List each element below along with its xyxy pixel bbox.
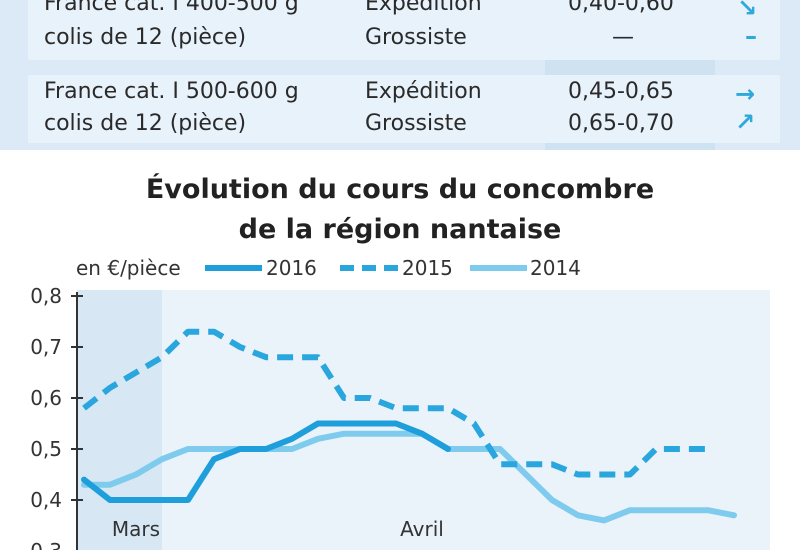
x-axis-label: Mars — [112, 517, 160, 541]
stage-label: Expédition — [365, 79, 482, 104]
stage-label: Grossiste — [365, 111, 467, 136]
product-label: colis de 12 (pièce) — [44, 25, 247, 50]
trend-stable-icon: – — [745, 22, 757, 50]
product-label: France cat. I 500-600 g — [44, 79, 299, 104]
legend-label-2014: 2014 — [530, 256, 581, 280]
price-value: — — [612, 25, 634, 50]
unit-label: en €/pièce — [76, 256, 181, 280]
y-tick-label: 0,4 — [30, 488, 62, 512]
table-row — [28, 75, 780, 143]
price-value: 0,45-0,65 — [568, 79, 674, 104]
stage-label: Expédition — [365, 0, 482, 16]
march-shade — [77, 290, 162, 550]
series-line-2016 — [81, 420, 451, 503]
price-table: France cat. I 400-500 g colis de 12 (piè… — [0, 0, 800, 150]
table-row — [28, 0, 780, 60]
chart-subtitle: de la région nantaise — [238, 214, 562, 245]
y-tick-label: 0,7 — [30, 335, 62, 359]
product-label: colis de 12 (pièce) — [44, 111, 247, 136]
x-axis-label: Avril — [400, 517, 444, 541]
legend-label-2016: 2016 — [266, 256, 317, 280]
chart-title: Évolution du cours du concombre — [145, 174, 655, 205]
y-tick-label: 0,6 — [30, 386, 62, 410]
legend-label-2015: 2015 — [402, 256, 453, 280]
stage-label: Grossiste — [365, 25, 467, 50]
trend-right-icon: → — [735, 80, 756, 108]
price-value: 0,40-0,60 — [568, 0, 674, 16]
price-value: 0,65-0,70 — [568, 111, 674, 136]
series-line-2015 — [82, 328, 708, 478]
product-label: France cat. I 400-500 g — [44, 0, 299, 16]
y-tick-label: 0,8 — [30, 284, 62, 308]
trend-down-icon: ↘ — [737, 0, 758, 22]
trend-up-icon: ↗ — [735, 108, 756, 136]
y-tick-label: 0,3 — [30, 539, 62, 550]
y-tick-label: 0,5 — [30, 437, 62, 461]
